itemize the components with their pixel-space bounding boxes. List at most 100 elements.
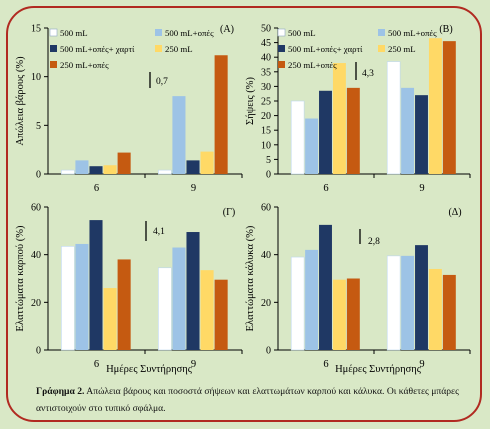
bar-500-mL--day-9 xyxy=(401,255,415,350)
bar-250-mL--day-6 xyxy=(117,259,131,350)
bar-250-mL-day-9 xyxy=(200,151,214,174)
bar-500-mL-day-6 xyxy=(290,256,305,351)
legend-swatch xyxy=(378,45,385,52)
y-axis-title: Απώλεια βάρους (%) xyxy=(15,56,26,146)
bar-250-mL--day-6 xyxy=(346,87,360,174)
x-tick-label: 6 xyxy=(94,359,99,370)
chart-panel-4: 0 20 40 60 Ελαττώματα κάλυκα (%) 6 9 (Δ) 2,8 Ημέρ… xyxy=(245,203,471,375)
chart-panel-3: 0 20 40 60 Ελαττώματα καρπού (%) 6 9 (Γ) 4,1 Ημέρ… xyxy=(15,203,243,375)
chart-panel-2: 0 5 10 15 20 25 30 35 40 45 50 Σήψεις (%) 6 9 (Β) 4,3 50… xyxy=(245,24,471,194)
bar-250-mL-day-6 xyxy=(332,63,346,174)
legend-swatch xyxy=(155,45,162,52)
x-tick-label: 9 xyxy=(191,359,196,370)
y-tick-label: 0 xyxy=(266,170,271,181)
legend-label: 500 mL+οπές+ χαρτί xyxy=(60,44,135,54)
caption-label: Γράφημα 2. xyxy=(36,386,85,397)
x-tick-label: 6 xyxy=(323,183,328,194)
bar-500-mL--day-6 xyxy=(319,90,332,174)
y-tick-label: 50 xyxy=(261,24,271,35)
legend-label: 500 mL xyxy=(60,28,88,38)
bar-500-mL--day-9 xyxy=(401,87,415,174)
legend-label: 250 mL xyxy=(165,44,193,54)
panel-label: (Β) xyxy=(439,24,452,35)
legend-swatch xyxy=(50,61,57,68)
figure-frame xyxy=(6,6,482,422)
legend-swatch xyxy=(49,28,58,37)
y-tick-label: 40 xyxy=(261,250,271,261)
x-tick-label: 9 xyxy=(419,183,424,194)
bar-250-mL-day-6 xyxy=(332,279,346,350)
bar-250-mL-day-9 xyxy=(200,270,214,350)
bar-250-mL--day-9 xyxy=(214,55,228,174)
bar-250-mL--day-6 xyxy=(346,278,360,350)
standard-error-label: 4,1 xyxy=(153,227,165,237)
figure-caption: Γράφημα 2. Απώλεια βάρους και ποσοστά σή… xyxy=(36,383,472,417)
legend-swatch xyxy=(50,45,57,52)
bar-500-mL--day-6 xyxy=(89,220,103,350)
y-axis-title: Ελαττώματα κάλυκα (%) xyxy=(245,225,256,331)
bar-250-mL-day-6 xyxy=(103,288,117,350)
y-tick-label: 20 xyxy=(31,298,41,309)
bar-500-mL-day-9 xyxy=(386,255,401,351)
bar-500-mL-day-9 xyxy=(386,61,401,175)
legend-label: 500 mL+οπές xyxy=(165,28,214,38)
panel-label: (Δ) xyxy=(448,207,461,218)
bar-500-mL-day-6 xyxy=(61,169,75,175)
standard-error-label: 4,3 xyxy=(362,69,374,79)
x-tick-label: 6 xyxy=(323,359,328,370)
bar-500-mL-day-6 xyxy=(61,246,75,351)
y-tick-label: 10 xyxy=(31,72,41,83)
y-tick-label: 20 xyxy=(261,298,271,309)
y-tick-label: 25 xyxy=(261,97,271,108)
y-tick-label: 30 xyxy=(261,82,271,93)
bar-250-mL-day-9 xyxy=(428,38,442,174)
legend-swatch xyxy=(278,45,285,52)
bar-500-mL-day-9 xyxy=(158,267,172,351)
bar-500-mL--day-9 xyxy=(172,247,186,350)
bar-500-mL--day-6 xyxy=(305,249,319,350)
y-tick-label: 15 xyxy=(31,24,41,35)
y-tick-label: 0 xyxy=(36,346,41,357)
y-tick-label: 60 xyxy=(261,203,271,214)
y-axis-title: Σήψεις (%) xyxy=(245,77,256,125)
y-tick-label: 10 xyxy=(261,140,271,151)
y-tick-label: 0 xyxy=(266,346,271,357)
x-axis-title: Ημέρες Συντήρησης xyxy=(106,364,193,375)
bar-250-mL--day-9 xyxy=(442,41,456,174)
y-tick-label: 40 xyxy=(31,250,41,261)
bar-250-mL--day-9 xyxy=(214,279,228,350)
y-tick-label: 5 xyxy=(266,155,271,166)
y-tick-label: 35 xyxy=(261,67,271,78)
legend-swatch xyxy=(155,29,162,36)
panel-label: (Α) xyxy=(220,24,234,35)
bar-250-mL-day-9 xyxy=(428,268,442,350)
x-tick-label: 9 xyxy=(191,183,196,194)
legend-swatch xyxy=(278,61,285,68)
y-tick-label: 0 xyxy=(36,170,41,181)
bar-500-mL--day-6 xyxy=(75,243,89,350)
y-tick-label: 60 xyxy=(31,203,41,214)
bar-500-mL--day-6 xyxy=(319,224,332,350)
y-tick-label: 20 xyxy=(261,111,271,122)
y-axis-title: Ελαττώματα καρπού (%) xyxy=(15,225,26,331)
bar-250-mL--day-6 xyxy=(117,152,131,174)
bar-500-mL--day-9 xyxy=(172,96,186,174)
y-tick-label: 45 xyxy=(261,38,271,49)
standard-error-label: 2,8 xyxy=(368,237,380,247)
panel-label: (Γ) xyxy=(223,207,235,218)
bar-250-mL-day-6 xyxy=(103,165,117,174)
bar-500-mL--day-9 xyxy=(415,95,428,174)
bar-500-mL--day-9 xyxy=(186,232,200,350)
legend-label: 250 mL+οπές xyxy=(288,60,337,70)
x-axis-title: Ημέρες Συντήρησης xyxy=(335,364,422,375)
legend-label: 500 mL+οπές xyxy=(388,28,437,38)
legend-label: 500 mL+οπές+ χαρτί xyxy=(288,44,363,54)
legend-label: 250 mL xyxy=(388,44,416,54)
legend-label: 500 mL xyxy=(288,28,316,38)
bar-500-mL-day-9 xyxy=(158,169,172,175)
x-tick-label: 6 xyxy=(94,183,99,194)
legend-label: 250 mL+οπές xyxy=(60,60,109,70)
bar-500-mL--day-6 xyxy=(75,160,89,174)
bar-500-mL--day-9 xyxy=(186,160,200,174)
